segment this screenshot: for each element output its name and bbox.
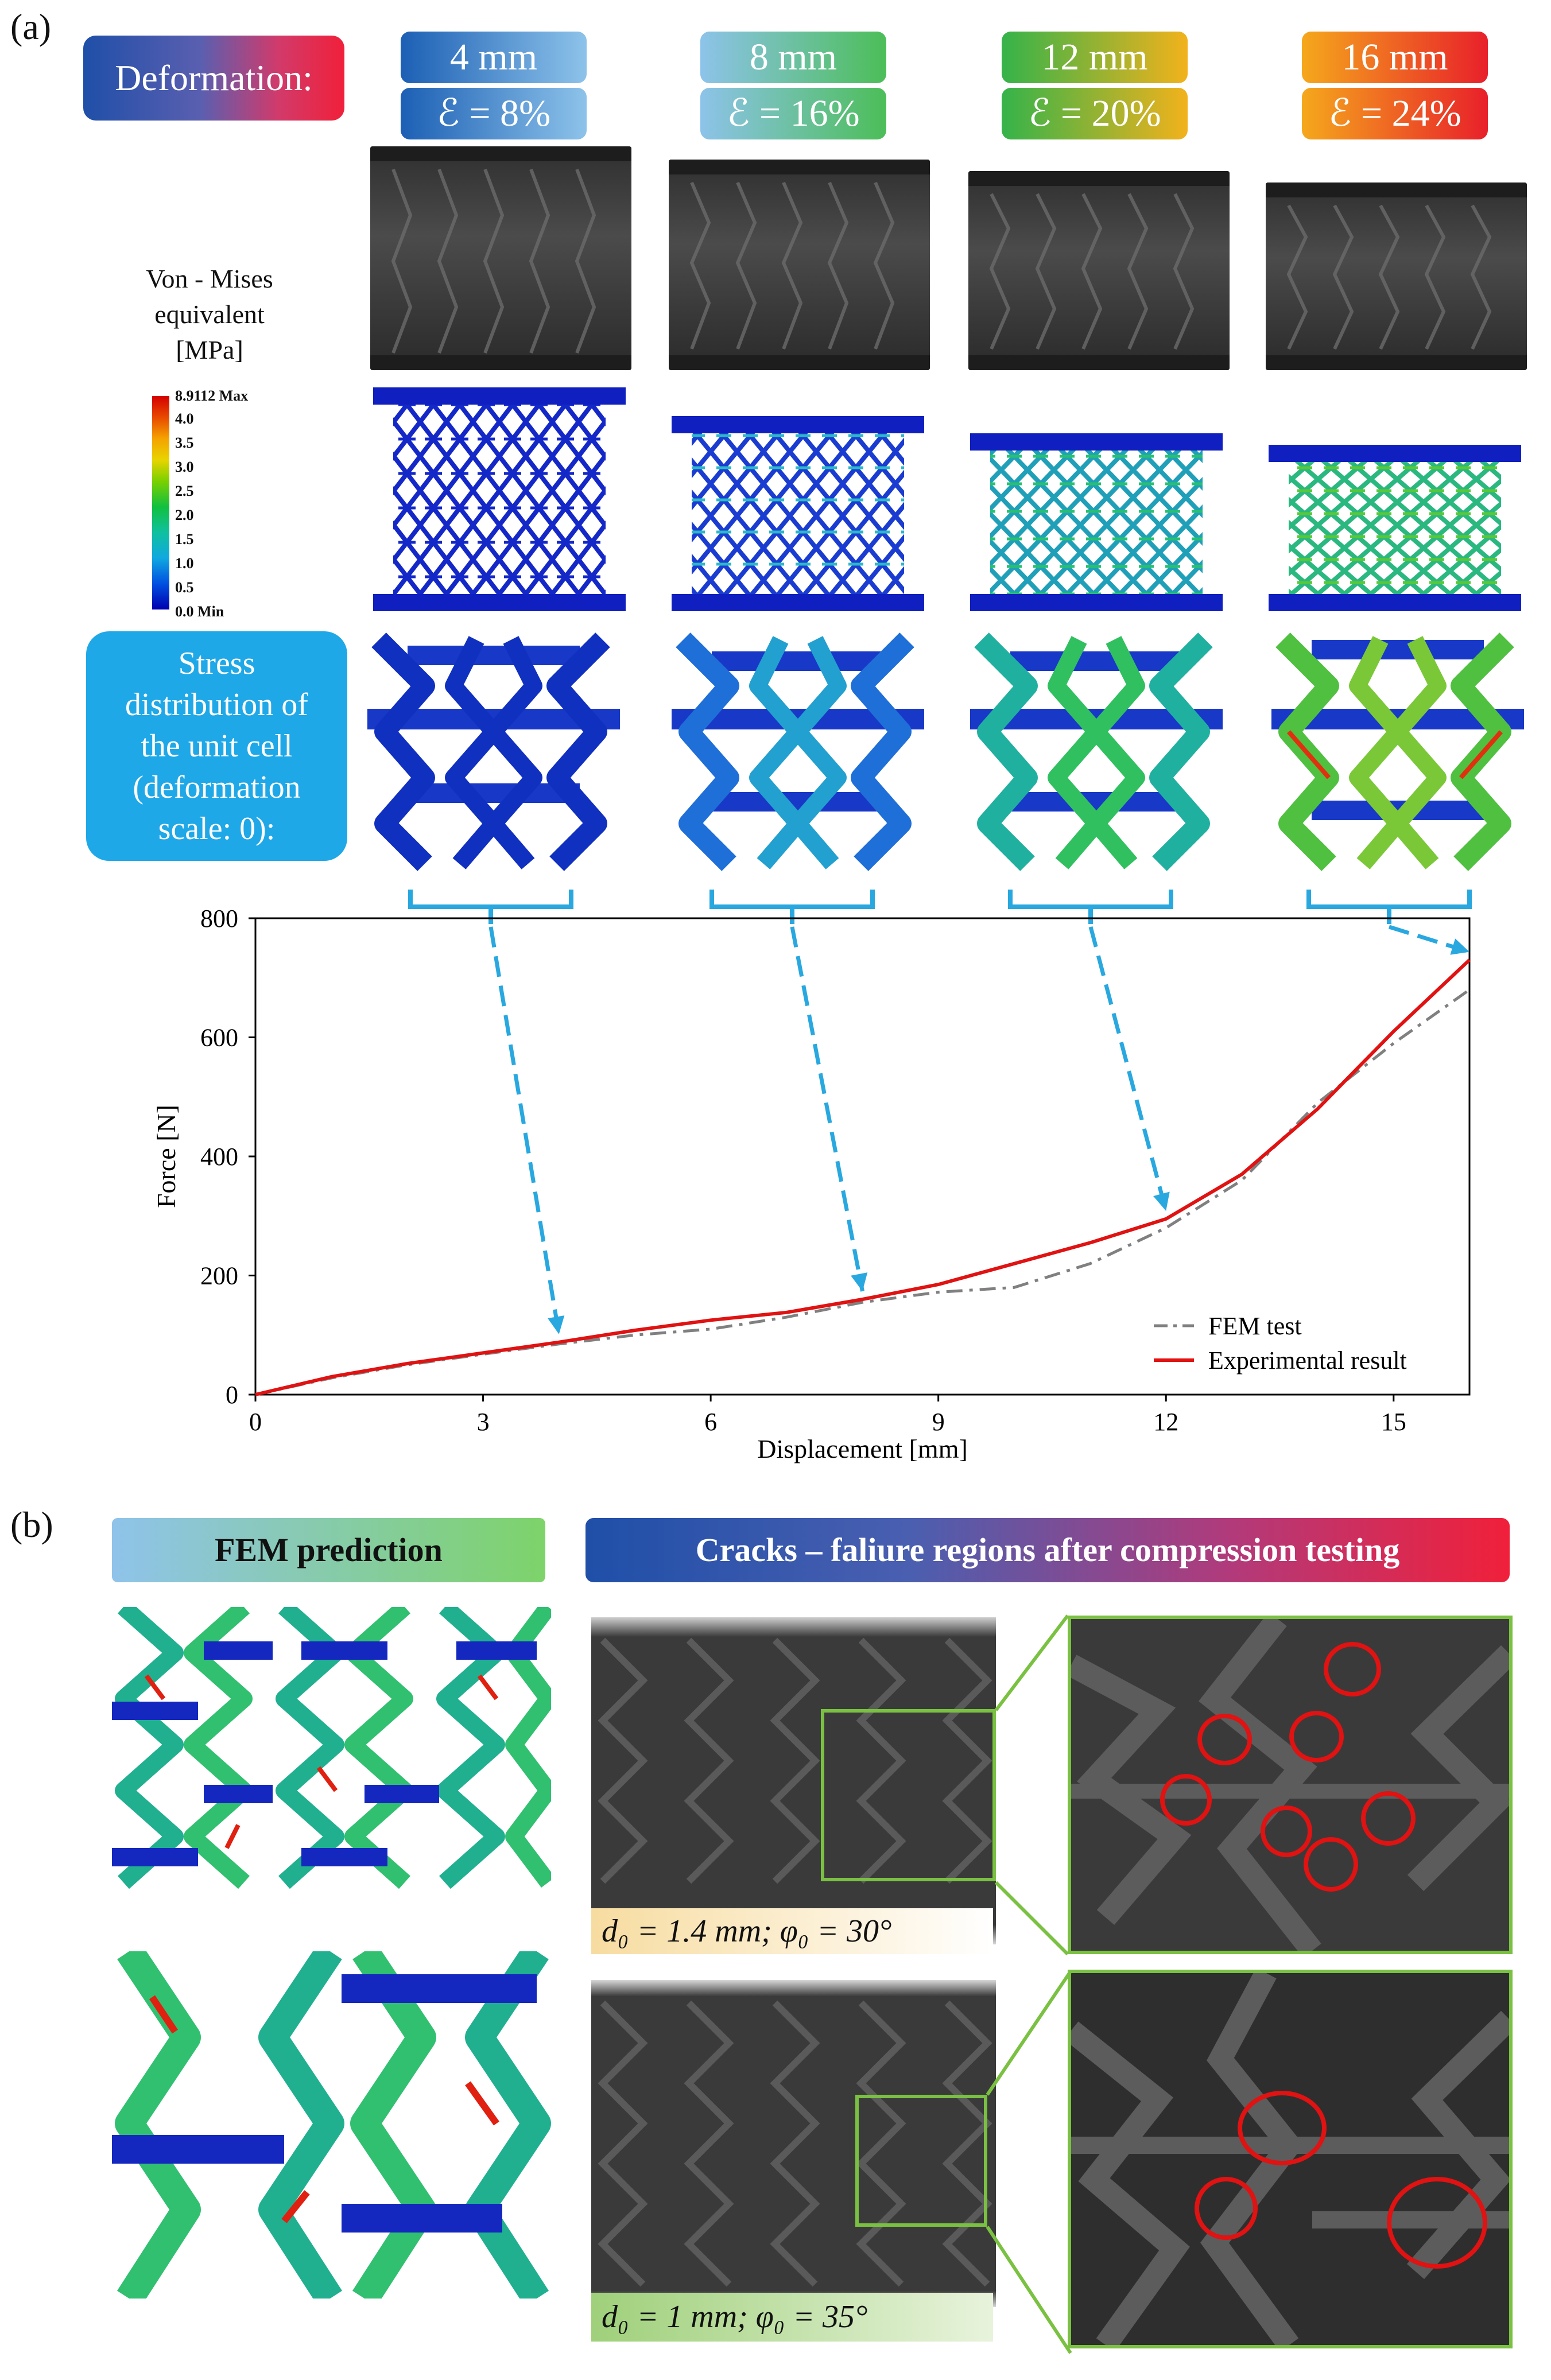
annotation-arrowhead [851, 1272, 868, 1291]
zoom-connector-top [994, 1614, 1069, 1956]
crack-circle [1304, 1837, 1358, 1892]
scale-tick-4: 2.5 [175, 483, 194, 499]
annotation-arrow [488, 926, 561, 1335]
legend-title-line2: equivalent [154, 300, 265, 329]
col-3-disp: 12 mm [1002, 32, 1188, 83]
x-axis-label: Displacement [mm] [757, 1434, 968, 1463]
crack-circle [1361, 1791, 1416, 1846]
color-scale-ticks: 8.9112 Max 4.0 3.5 3.0 2.5 2.0 1.5 1.0 0… [175, 387, 290, 620]
col-4-strain: ℰ = 24% [1302, 88, 1488, 139]
unit-cell-label-line3: the unit cell [141, 728, 293, 764]
x-tick-label: 9 [932, 1408, 945, 1436]
zoom-box-bottom [855, 2095, 987, 2227]
x-tick-label: 12 [1153, 1408, 1178, 1436]
col-4-disp: 16 mm [1302, 32, 1488, 83]
specimen-photo-12mm [968, 171, 1230, 370]
scale-tick-9: 0.0 Min [175, 603, 224, 620]
crack-circle [1387, 2177, 1487, 2269]
scale-tick-6: 1.5 [175, 531, 194, 548]
panel-a-letter: (a) [10, 6, 52, 47]
specimen-photo-16mm [1266, 183, 1527, 370]
unit-cell-label: Stress distribution of the unit cell (de… [86, 631, 347, 861]
unit-cell-label-line1: Stress [178, 646, 255, 681]
scale-tick-8: 0.5 [175, 579, 194, 596]
y-tick-label: 200 [200, 1262, 238, 1290]
fem-lattice-row [373, 387, 1521, 611]
crack-zoom-top [1068, 1616, 1513, 1954]
y-tick-label: 0 [226, 1381, 238, 1409]
annotation-arrowhead [548, 1315, 565, 1334]
col-1-strain: ℰ = 8% [401, 88, 587, 139]
cracks-label: Cracks – faliure regions after compressi… [585, 1518, 1510, 1582]
crack-photo-bottom [591, 1980, 996, 2307]
unit-cell-label-line4: (deformation [133, 770, 301, 805]
y-tick-label: 600 [200, 1024, 238, 1052]
scale-tick-3: 3.0 [175, 459, 194, 475]
crack-photo-top [591, 1617, 996, 1944]
specimen-photo-8mm [669, 160, 930, 370]
caption-bottom: d₀ = 1 mm; φ₀ = 35° [591, 2293, 993, 2342]
legend-title: Von - Mises equivalent [MPa] [115, 261, 304, 368]
scale-tick-2: 3.5 [175, 434, 194, 451]
crack-circle [1324, 1642, 1381, 1696]
scale-tick-7: 1.0 [175, 555, 194, 572]
zoom-connector-bottom [986, 1970, 1072, 2354]
col-2-disp: 8 mm [700, 32, 886, 83]
legend-label-2: Experimental result [1208, 1346, 1407, 1375]
specimen-photo-4mm [370, 146, 631, 370]
col-2-strain: ℰ = 16% [700, 88, 886, 139]
col-3-strain: ℰ = 20% [1002, 88, 1188, 139]
crack-circle [1289, 1711, 1344, 1762]
crack-circle [1195, 2177, 1258, 2240]
x-tick-label: 0 [249, 1408, 262, 1436]
y-tick-label: 400 [200, 1143, 238, 1171]
crack-circle [1238, 2091, 1327, 2165]
x-tick-label: 6 [704, 1408, 717, 1436]
caption-top: d₀ = 1.4 mm; φ₀ = 30° [591, 1908, 993, 1954]
deformation-label: Deformation: [83, 36, 344, 121]
annotation-arrowhead [1450, 938, 1469, 955]
annotation-arrow [1088, 926, 1168, 1212]
annotation-arrow [790, 926, 864, 1292]
y-axis-label: Force [N] [152, 1105, 181, 1208]
color-scale-bar [152, 396, 169, 609]
scale-tick-5: 2.0 [175, 507, 194, 523]
x-tick-label: 15 [1381, 1408, 1406, 1436]
x-tick-label: 3 [477, 1408, 490, 1436]
scale-tick-0: 8.9112 Max [175, 387, 249, 404]
crack-circle [1197, 1714, 1252, 1765]
unit-cell-brackets [408, 890, 1472, 924]
unit-cell-row [367, 632, 1524, 871]
legend-title-line1: Von - Mises [146, 264, 273, 293]
crack-circle [1261, 1806, 1312, 1857]
panel-b-letter: (b) [10, 1504, 53, 1545]
fem-prediction-top [112, 1607, 551, 1900]
scale-tick-1: 4.0 [175, 410, 194, 427]
series-line-2 [255, 958, 1471, 1396]
y-tick-label: 800 [200, 904, 238, 933]
crack-zoom-bottom [1068, 1970, 1513, 2348]
unit-cell-label-line2: distribution of [125, 687, 308, 723]
zoom-box-top [821, 1709, 996, 1881]
unit-cell-label-line5: scale: 0): [158, 811, 276, 847]
crack-circle [1160, 1774, 1212, 1826]
force-displacement-chart: 0 3 6 9 12 15 0 200 400 600 800 Displacement [mm] Fo… [152, 904, 1471, 1463]
fem-prediction-bottom [112, 1951, 551, 2299]
col-1-disp: 4 mm [401, 32, 587, 83]
legend-title-line3: [MPa] [176, 335, 243, 364]
legend-label-1: FEM test [1208, 1312, 1302, 1340]
annotation-arrowhead [1153, 1191, 1170, 1211]
fem-prediction-label: FEM prediction [112, 1518, 545, 1582]
